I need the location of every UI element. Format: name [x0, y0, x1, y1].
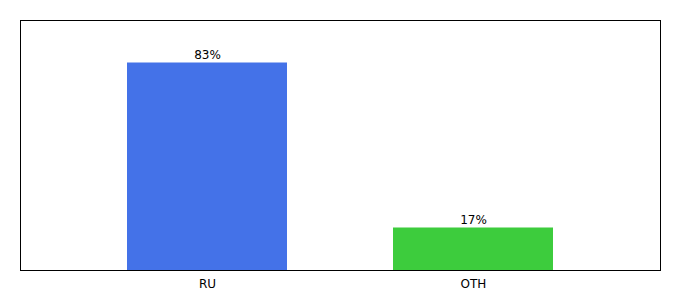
svg-text:17%: 17%	[460, 213, 487, 227]
svg-text:RU: RU	[199, 277, 216, 291]
svg-text:83%: 83%	[194, 48, 221, 62]
svg-text:OTH: OTH	[461, 277, 487, 291]
